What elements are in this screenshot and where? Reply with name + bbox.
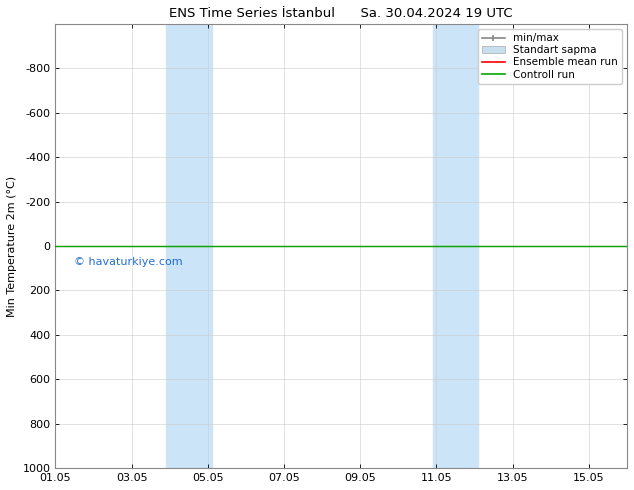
Text: © havaturkiye.com: © havaturkiye.com bbox=[74, 257, 183, 267]
Bar bbox=[166, 24, 212, 468]
Y-axis label: Min Temperature 2m (°C): Min Temperature 2m (°C) bbox=[7, 175, 17, 317]
Title: ENS Time Series İstanbul      Sa. 30.04.2024 19 UTC: ENS Time Series İstanbul Sa. 30.04.2024 … bbox=[169, 7, 513, 20]
Legend: min/max, Standart sapma, Ensemble mean run, Controll run: min/max, Standart sapma, Ensemble mean r… bbox=[477, 29, 622, 84]
Bar bbox=[432, 24, 479, 468]
